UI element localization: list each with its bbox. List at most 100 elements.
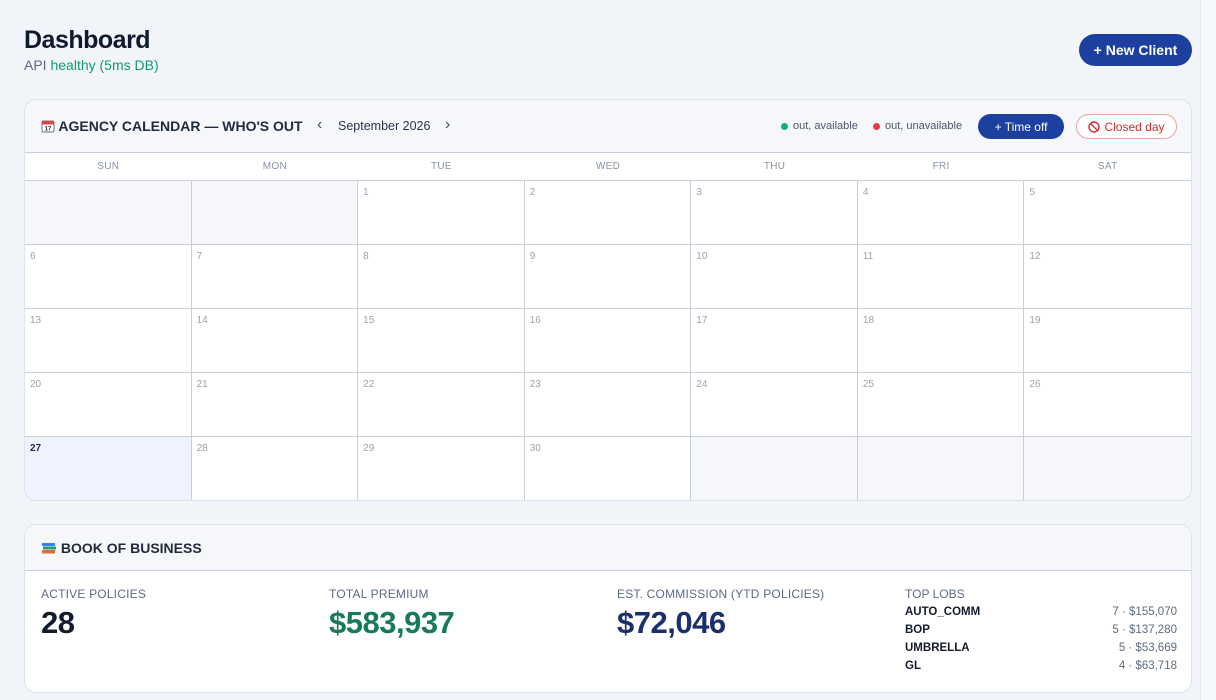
lob-name: AUTO_COMM: [905, 606, 981, 618]
lob-value: 5 · $53,669: [1118, 642, 1177, 654]
api-health-text: healthy (5ms DB): [50, 57, 159, 73]
day-number: 14: [196, 315, 208, 326]
day-number: 25: [862, 379, 874, 390]
lob-row: AUTO_COMM 7 · $155,070: [905, 606, 1177, 619]
lob-name: GL: [905, 660, 921, 672]
day-number: 3: [696, 187, 702, 198]
calendar-day-cell[interactable]: 7: [191, 245, 359, 309]
books-icon: [41, 540, 61, 556]
calendar-day-cell[interactable]: 24: [691, 373, 858, 437]
closed-day-button[interactable]: Closed day: [1076, 114, 1177, 139]
weekday-label: SUN: [97, 161, 120, 172]
calendar-day-cell[interactable]: 21: [191, 373, 359, 437]
calendar-empty-cell: [1024, 437, 1191, 500]
est-commission-stat: EST. COMMISSION (YTD POLICIES) $72,046: [617, 587, 824, 641]
calendar-day-cell[interactable]: 16: [524, 309, 692, 373]
calendar-day-cell[interactable]: 22: [358, 373, 525, 437]
month-label: September 2026: [338, 119, 431, 133]
lob-name: UMBRELLA: [905, 642, 970, 654]
calendar-day-cell[interactable]: 17: [691, 309, 858, 373]
calendar-day-cell[interactable]: 10: [691, 245, 858, 309]
top-lobs-label: TOP LOBS: [905, 587, 965, 601]
calendar-day-cell[interactable]: 30: [524, 437, 692, 500]
calendar-day-cell[interactable]: 13: [25, 309, 192, 373]
calendar-day-cell[interactable]: 1: [358, 181, 525, 245]
book-of-business-card: BOOK OF BUSINESS ACTIVE POLICIES 28 TOTA…: [24, 524, 1192, 693]
new-client-button[interactable]: + New Client: [1079, 34, 1192, 66]
calendar-day-cell[interactable]: 20: [25, 373, 192, 437]
weekday-label: WED: [595, 161, 621, 172]
day-number: 22: [363, 379, 375, 390]
day-number: 15: [363, 315, 375, 326]
active-policies-stat: ACTIVE POLICIES 28: [41, 587, 146, 641]
calendar-day-cell[interactable]: 23: [524, 373, 692, 437]
day-number: 23: [529, 379, 541, 390]
scrollbar-track[interactable]: [1200, 0, 1216, 700]
stat-label: ACTIVE POLICIES: [41, 587, 147, 601]
day-number: 8: [363, 251, 369, 262]
prev-month-button[interactable]: ‹: [317, 116, 323, 133]
calendar-day-cell[interactable]: 14: [191, 309, 359, 373]
calendar-day-cell[interactable]: 5: [1024, 181, 1191, 245]
weekday-label: MON: [262, 161, 287, 172]
calendar-day-cell[interactable]: 6: [25, 245, 192, 309]
calendar-day-cell[interactable]: 15: [358, 309, 525, 373]
calendar-grid: 1 2 3 4 5 6 7 8 9 10 11 12 13 14 15 16 17 18 19 20 21 22 23 24 2…: [25, 181, 1191, 500]
legend-available-label: out, available: [793, 120, 858, 132]
day-number: 4: [862, 187, 869, 198]
calendar-day-cell[interactable]: 18: [857, 309, 1025, 373]
total-premium-stat: TOTAL PREMIUM $583,937: [329, 587, 455, 641]
stat-label: EST. COMMISSION (YTD POLICIES): [617, 587, 825, 601]
book-of-business-title: BOOK OF BUSINESS: [41, 540, 202, 556]
day-number: 6: [30, 251, 36, 262]
calendar-day-cell[interactable]: 4: [857, 181, 1025, 245]
calendar-day-cell[interactable]: 3: [691, 181, 858, 245]
day-number: 28: [196, 443, 208, 454]
prohibited-icon: [1088, 120, 1101, 133]
stat-value: $583,937: [329, 605, 455, 640]
stat-value: 28: [41, 605, 75, 640]
day-number: 27: [30, 443, 42, 454]
day-number: 5: [1029, 187, 1035, 198]
lob-row: BOP 5 · $137,280: [905, 624, 1177, 637]
calendar-day-cell[interactable]: 25: [857, 373, 1025, 437]
day-number: 18: [862, 315, 874, 326]
day-number: 21: [196, 379, 208, 390]
top-lobs: TOP LOBS AUTO_COMM 7 · $155,070 BOP 5 · …: [905, 587, 1177, 673]
day-number: 17: [696, 315, 708, 326]
day-number: 12: [1029, 251, 1041, 262]
calendar-day-cell[interactable]: 2: [524, 181, 692, 245]
day-number: 30: [529, 443, 541, 454]
day-number: 10: [696, 251, 708, 262]
calendar-empty-cell: [25, 181, 192, 245]
calendar-day-cell[interactable]: 19: [1024, 309, 1191, 373]
calendar-empty-cell: [691, 437, 858, 500]
legend-unavailable-label: out, unavailable: [885, 120, 963, 132]
page-header: Dashboard API healthy (5ms DB): [24, 26, 159, 73]
day-number: 29: [363, 443, 375, 454]
calendar-day-cell[interactable]: 9: [524, 245, 692, 309]
calendar-title: 17 AGENCY CALENDAR — WHO'S OUT: [41, 118, 303, 134]
stat-label: TOTAL PREMIUM: [329, 587, 429, 601]
calendar-empty-cell: [857, 437, 1025, 500]
unavailable-dot-icon: [873, 122, 880, 130]
day-number: 16: [529, 315, 541, 326]
calendar-toolbar: 17 AGENCY CALENDAR — WHO'S OUT ‹ Septemb…: [25, 100, 1191, 153]
calendar-day-cell[interactable]: 8: [358, 245, 525, 309]
calendar-day-cell[interactable]: 29: [358, 437, 525, 500]
calendar-title-text: AGENCY CALENDAR — WHO'S OUT: [58, 118, 303, 134]
calendar-day-cell[interactable]: 27: [25, 437, 192, 500]
legend-available: out, available: [781, 120, 858, 132]
calendar-day-cell[interactable]: 26: [1024, 373, 1191, 437]
day-number: 13: [30, 315, 42, 326]
weekday-label: SAT: [1097, 161, 1118, 172]
day-number: 1: [363, 187, 369, 198]
available-dot-icon: [781, 122, 788, 130]
svg-text:17: 17: [45, 127, 52, 133]
calendar-day-cell[interactable]: 11: [857, 245, 1025, 309]
calendar-day-cell[interactable]: 28: [191, 437, 359, 500]
lob-name: BOP: [905, 624, 930, 636]
calendar-day-cell[interactable]: 12: [1024, 245, 1191, 309]
next-month-button[interactable]: ›: [445, 116, 451, 133]
time-off-button[interactable]: + Time off: [978, 114, 1064, 139]
